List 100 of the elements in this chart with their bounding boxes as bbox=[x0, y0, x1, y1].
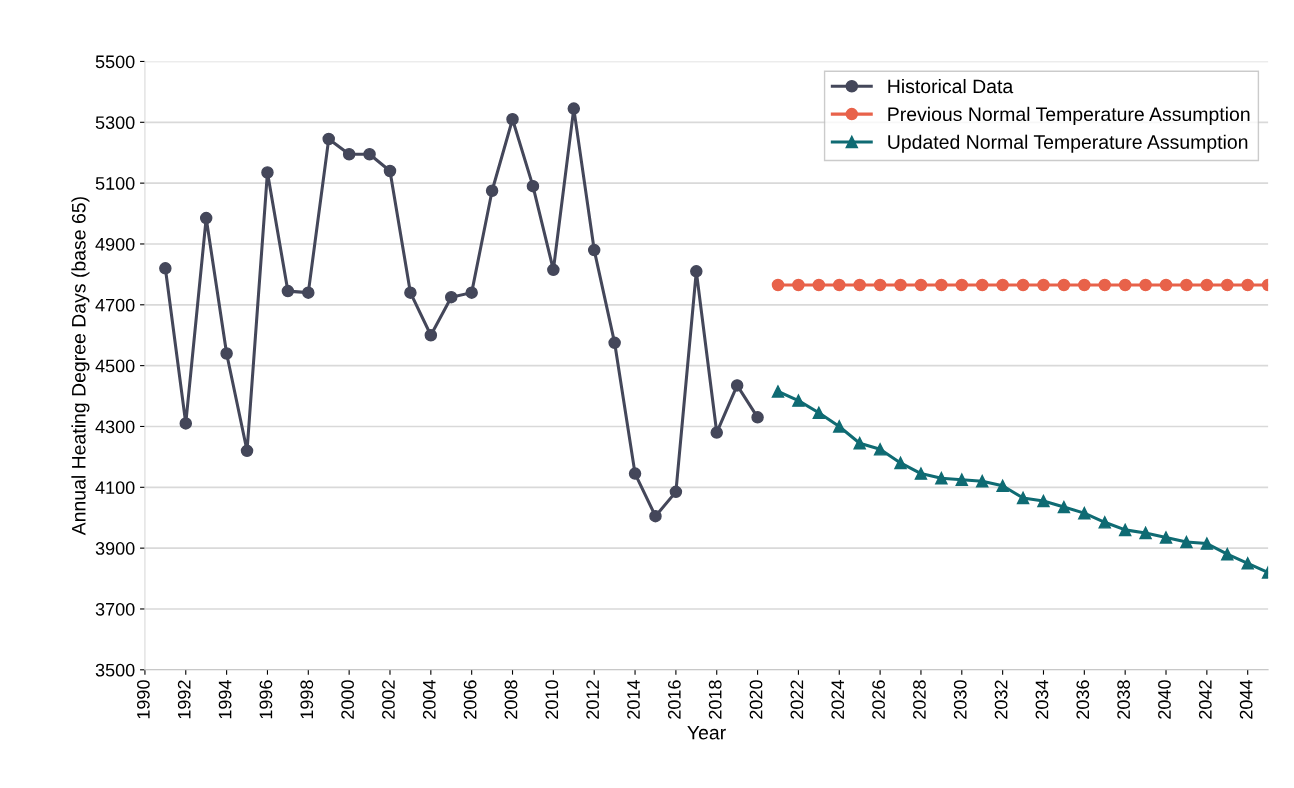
point bbox=[1139, 526, 1152, 540]
point bbox=[159, 262, 172, 275]
point bbox=[383, 164, 397, 178]
point bbox=[792, 278, 805, 292]
point bbox=[506, 113, 519, 126]
x-tick-label: 2008 bbox=[504, 680, 518, 719]
x-tick-label: 2004 bbox=[422, 680, 436, 719]
point bbox=[322, 132, 335, 146]
point bbox=[853, 436, 866, 450]
point bbox=[465, 286, 478, 299]
x-tick-label: 2020 bbox=[749, 680, 763, 719]
point bbox=[1139, 278, 1152, 292]
y-tick-label: 5100 bbox=[95, 177, 135, 190]
point bbox=[1057, 500, 1071, 514]
point bbox=[649, 509, 662, 523]
point bbox=[1078, 506, 1091, 520]
point bbox=[996, 479, 1009, 493]
y-tick-label: 5500 bbox=[95, 55, 135, 69]
point bbox=[873, 443, 887, 456]
point bbox=[302, 286, 315, 299]
point bbox=[587, 243, 601, 257]
point bbox=[833, 420, 846, 433]
y-tick-label: 4900 bbox=[95, 237, 135, 251]
point bbox=[955, 278, 969, 292]
point bbox=[220, 347, 233, 360]
x-tick-label: 2012 bbox=[586, 680, 600, 719]
point bbox=[1241, 278, 1254, 292]
point bbox=[1078, 278, 1091, 292]
point bbox=[1118, 523, 1132, 537]
point bbox=[751, 411, 764, 424]
x-tick-label: 2024 bbox=[831, 680, 845, 719]
y-tick-label: 4500 bbox=[95, 359, 135, 373]
point bbox=[1118, 278, 1132, 292]
point bbox=[812, 406, 826, 420]
point bbox=[404, 286, 417, 299]
point bbox=[914, 278, 928, 292]
x-tick-label: 2044 bbox=[1239, 680, 1253, 719]
y-tick-label: 4100 bbox=[95, 481, 135, 495]
point bbox=[996, 278, 1009, 292]
point bbox=[424, 328, 438, 342]
legend-label: Updated Normal Temperature Assumption bbox=[888, 134, 1248, 153]
point bbox=[179, 417, 193, 430]
point bbox=[526, 179, 540, 193]
y-tick-label: 3700 bbox=[95, 602, 135, 616]
x-tick-label: 1994 bbox=[218, 680, 232, 719]
point bbox=[1037, 278, 1050, 292]
point bbox=[1037, 494, 1050, 508]
point bbox=[873, 278, 887, 292]
y-tick-label: 5300 bbox=[95, 116, 135, 130]
x-tick-label: 2022 bbox=[790, 680, 804, 719]
point bbox=[1200, 278, 1214, 292]
point bbox=[1098, 516, 1111, 529]
x-tick-label: 2030 bbox=[953, 680, 967, 719]
point bbox=[1016, 278, 1030, 292]
point bbox=[485, 184, 499, 197]
x-tick-label: 2038 bbox=[1117, 680, 1131, 719]
x-tick-label: 2000 bbox=[341, 680, 354, 719]
point bbox=[1180, 278, 1193, 292]
point bbox=[281, 284, 295, 298]
point bbox=[1180, 535, 1193, 549]
point bbox=[1159, 531, 1173, 544]
point bbox=[240, 444, 254, 458]
y-tick-label: 3500 bbox=[95, 663, 135, 677]
x-tick-label: 2032 bbox=[994, 680, 1008, 719]
point bbox=[833, 278, 846, 292]
point bbox=[608, 336, 621, 350]
point bbox=[199, 211, 213, 225]
y-tick-label: 3900 bbox=[95, 542, 135, 555]
x-tick-label: 2014 bbox=[627, 680, 640, 719]
x-tick-label: 2006 bbox=[463, 680, 477, 719]
x-tick-label: 2018 bbox=[708, 680, 722, 719]
point bbox=[1098, 278, 1111, 292]
point bbox=[1159, 278, 1173, 292]
y-tick-label: 4300 bbox=[95, 420, 135, 434]
point bbox=[975, 278, 989, 292]
y-tick-label: 4700 bbox=[95, 298, 135, 312]
x-axis-title: Year bbox=[687, 725, 726, 740]
x-tick-label: 2002 bbox=[382, 680, 395, 719]
x-tick-label: 2028 bbox=[913, 680, 926, 719]
point bbox=[853, 278, 866, 292]
point bbox=[955, 473, 969, 486]
legend-label: Historical Data bbox=[888, 78, 1014, 94]
x-tick-label: 1998 bbox=[300, 680, 314, 719]
point bbox=[628, 467, 642, 480]
x-tick-label: 2042 bbox=[1198, 680, 1212, 719]
point bbox=[1241, 557, 1254, 570]
point bbox=[1057, 278, 1071, 292]
point bbox=[1200, 537, 1214, 550]
point bbox=[261, 166, 274, 179]
point bbox=[894, 456, 907, 470]
point bbox=[935, 471, 948, 485]
point bbox=[710, 426, 723, 439]
point bbox=[547, 263, 560, 277]
x-tick-label: 2034 bbox=[1035, 680, 1049, 719]
point bbox=[567, 102, 581, 115]
point bbox=[771, 385, 785, 398]
legend-label: Previous Normal Temperature Assumption bbox=[888, 106, 1250, 125]
point bbox=[812, 278, 826, 292]
point bbox=[1221, 547, 1234, 561]
point bbox=[771, 278, 785, 292]
